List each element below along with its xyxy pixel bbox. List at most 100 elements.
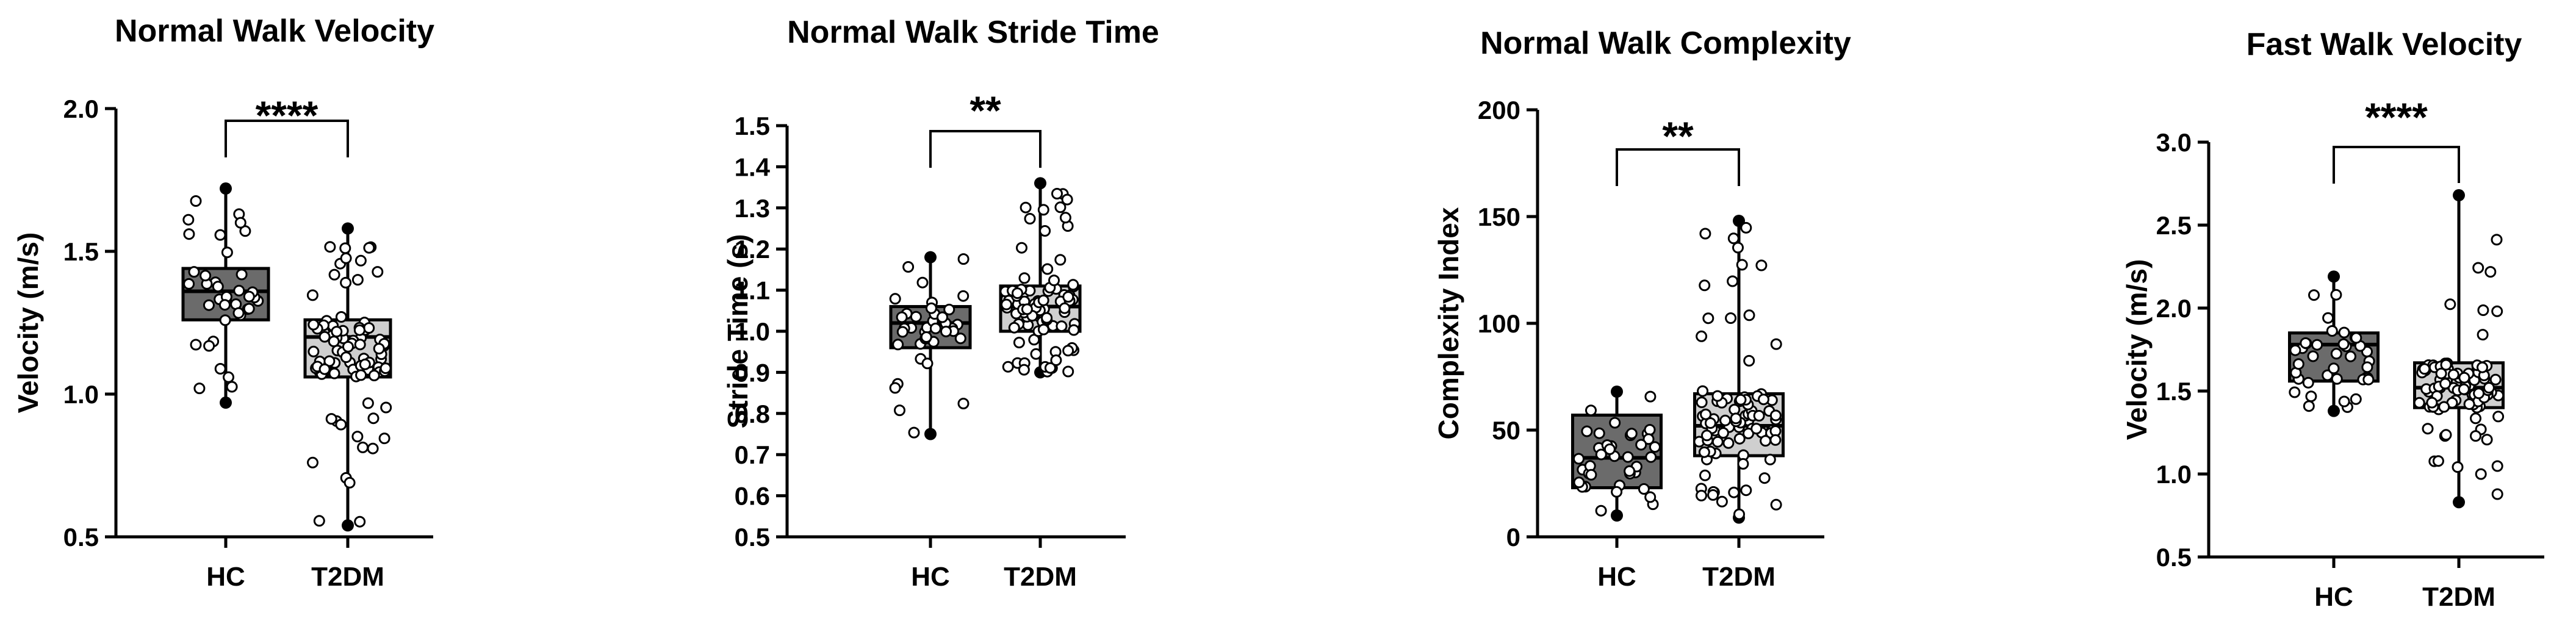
data-point	[1067, 279, 1079, 291]
data-point	[328, 268, 340, 281]
y-tick-label: 0.6	[735, 482, 770, 511]
data-point	[1697, 385, 1709, 397]
data-point	[2302, 376, 2314, 389]
box-hc	[1571, 386, 1663, 522]
data-point	[1054, 201, 1067, 214]
data-point	[2337, 338, 2350, 350]
significance-label: **	[970, 88, 1001, 133]
data-point	[1699, 228, 1711, 240]
data-point	[1062, 365, 1074, 378]
data-point	[1642, 433, 1655, 445]
data-point	[380, 362, 392, 375]
data-point	[1624, 465, 1636, 477]
data-point	[1644, 424, 1656, 436]
data-point	[2413, 397, 2425, 409]
data-point	[916, 276, 929, 289]
box-hc	[2288, 270, 2380, 417]
data-point	[910, 311, 922, 323]
data-point	[328, 336, 340, 348]
data-point	[243, 290, 255, 303]
data-point	[190, 195, 202, 207]
data-point	[1770, 338, 1782, 350]
data-point	[354, 515, 366, 528]
x-tick-label: T2DM	[311, 562, 384, 592]
data-point	[340, 252, 352, 264]
data-point	[1769, 409, 1782, 422]
data-point	[2326, 325, 2338, 337]
data-point	[1704, 417, 1716, 429]
data-point	[2440, 429, 2452, 441]
data-point	[2361, 361, 2373, 373]
data-point	[214, 229, 226, 241]
data-point	[1059, 302, 1071, 314]
data-point	[2328, 362, 2340, 375]
data-point	[1755, 259, 1768, 271]
data-point	[378, 433, 390, 445]
y-tick-label: 200	[1478, 96, 1520, 124]
data-point	[313, 515, 325, 527]
data-point	[212, 281, 224, 293]
data-point	[2292, 358, 2304, 370]
y-axis-label: Complexity Index	[1433, 207, 1464, 439]
data-point	[219, 314, 231, 326]
data-point	[1051, 188, 1063, 199]
data-point	[1696, 330, 1708, 342]
data-point	[2350, 332, 2362, 344]
data-point	[896, 311, 908, 323]
data-point	[1625, 428, 1638, 440]
data-point	[1039, 225, 1051, 237]
data-point	[943, 303, 955, 315]
data-point	[1770, 498, 1782, 511]
data-point	[1644, 390, 1657, 403]
data-point	[2452, 461, 2464, 473]
data-point	[1037, 294, 1049, 306]
y-tick-label: 0.9	[735, 358, 770, 387]
significance-bracket	[2333, 146, 2460, 184]
y-tick-label: 0	[1506, 523, 1520, 551]
data-point	[2458, 372, 2470, 384]
chart-title: Normal Walk Stride Time	[787, 15, 1159, 50]
data-point	[1769, 434, 1782, 446]
data-point	[1736, 259, 1748, 271]
data-point	[2491, 488, 2503, 500]
y-axis-label: Velocity (m/s)	[2121, 259, 2153, 440]
data-point	[2426, 397, 2438, 409]
data-point	[307, 456, 318, 469]
data-point	[357, 441, 369, 453]
data-point	[342, 340, 354, 353]
chart-title: Normal Walk Velocity	[115, 13, 434, 49]
data-point	[957, 253, 970, 265]
data-point	[1595, 505, 1607, 517]
data-point	[351, 431, 364, 443]
data-point	[1696, 489, 1707, 501]
data-point	[2435, 367, 2447, 379]
max-point	[220, 182, 232, 195]
data-point	[1728, 486, 1740, 498]
data-point	[1649, 441, 1661, 453]
data-point	[2350, 393, 2362, 405]
x-tick-label: HC	[911, 562, 950, 592]
data-point	[1622, 451, 1634, 463]
data-point	[367, 412, 380, 425]
max-point	[2328, 270, 2340, 283]
data-point	[1573, 453, 1585, 465]
data-point	[190, 339, 202, 351]
data-point	[2447, 368, 2459, 381]
data-point	[1002, 361, 1014, 373]
data-point	[1638, 483, 1650, 495]
data-point	[2419, 363, 2431, 375]
box-hc	[181, 182, 270, 409]
data-point	[351, 274, 364, 286]
data-point	[1037, 323, 1049, 336]
data-point	[1603, 443, 1616, 455]
data-point	[2439, 378, 2452, 390]
data-point	[1021, 303, 1033, 315]
data-point	[221, 246, 233, 259]
data-point	[1711, 390, 1724, 402]
data-point	[339, 242, 351, 254]
x-tick-label: T2DM	[1702, 562, 1775, 592]
data-point	[2489, 373, 2502, 386]
data-point	[2492, 411, 2505, 423]
min-point	[220, 397, 232, 409]
data-point	[1609, 417, 1621, 429]
